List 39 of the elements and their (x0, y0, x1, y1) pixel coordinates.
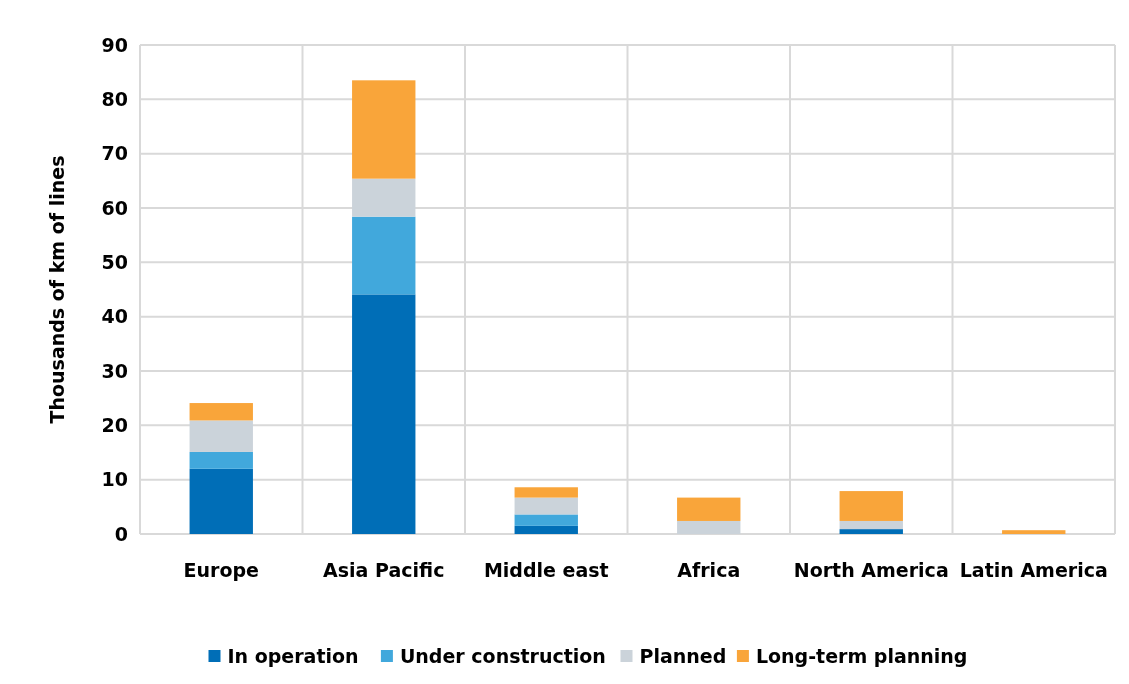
bar (189, 451, 253, 469)
bar (352, 294, 416, 534)
y-tick-label: 30 (101, 359, 128, 382)
y-tick-label: 70 (101, 142, 128, 165)
bar (514, 497, 578, 515)
bar (514, 514, 578, 526)
x-tick-label: Europe (183, 559, 259, 581)
x-tick-label: Asia Pacific (323, 559, 445, 581)
y-tick-label: 60 (101, 196, 128, 219)
x-tick-label: North America (793, 559, 949, 581)
bar (1002, 530, 1066, 534)
y-tick-label: 40 (101, 305, 128, 328)
bar (189, 468, 253, 534)
y-tick-label: 80 (101, 87, 128, 110)
bar (677, 520, 741, 534)
y-tick-label: 90 (101, 33, 128, 56)
bar (352, 216, 416, 295)
bar (677, 497, 741, 521)
y-axis-title: Thousands of km of lines (46, 155, 68, 424)
bar (189, 403, 253, 421)
y-tick-label: 20 (101, 413, 128, 436)
y-tick-label: 50 (101, 250, 128, 273)
bar (352, 80, 416, 179)
bar (514, 525, 578, 534)
y-tick-label: 0 (114, 522, 128, 545)
bar (189, 420, 253, 452)
x-tick-label: Middle east (483, 559, 609, 581)
y-tick-label: 10 (101, 468, 128, 491)
bar (514, 487, 578, 498)
bar (352, 178, 416, 217)
bar (839, 520, 903, 530)
bar (839, 529, 903, 534)
legend-label: In operation (227, 644, 359, 667)
bar (839, 491, 903, 521)
legend-label: Long-term planning (755, 644, 968, 667)
legend-label: Under construction (399, 644, 606, 667)
legend-label: Planned (639, 644, 727, 667)
x-tick-label: Africa (677, 559, 741, 581)
x-tick-label: Latin America (959, 559, 1108, 581)
